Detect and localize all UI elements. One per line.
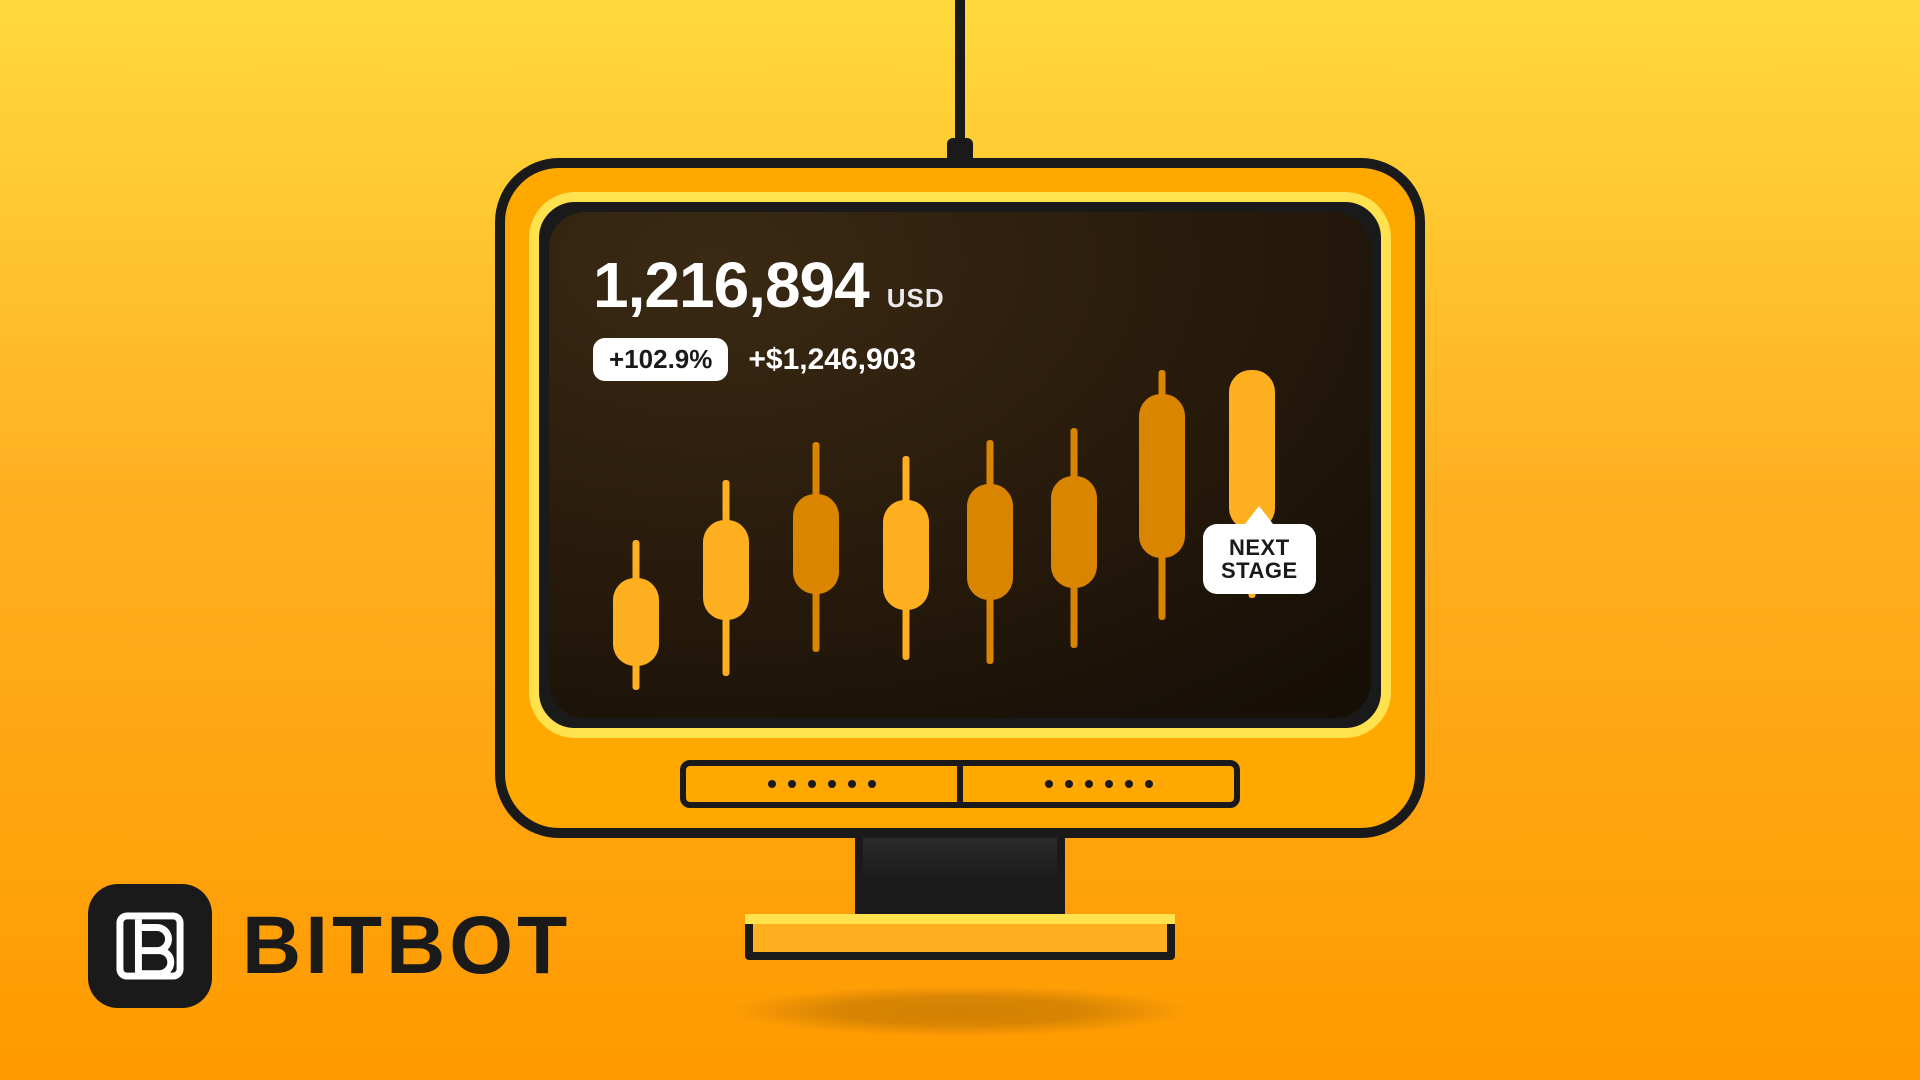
candle-body (703, 520, 749, 620)
candle-body (793, 494, 839, 594)
candle (967, 370, 1013, 690)
candle-body (613, 578, 659, 666)
monitor-casing: 1,216,894 USD +102.9% +$1,246,903 NEXTST… (495, 158, 1425, 838)
bitbot-glyph-icon (113, 909, 187, 983)
brand-name: BITBOT (242, 899, 571, 993)
candle (1051, 370, 1097, 690)
currency-label: USD (887, 283, 945, 314)
candle (793, 370, 839, 690)
screen: 1,216,894 USD +102.9% +$1,246,903 NEXTST… (549, 212, 1371, 718)
candle-body (883, 500, 929, 610)
amount-row: 1,216,894 USD (593, 248, 1327, 322)
monitor: 1,216,894 USD +102.9% +$1,246,903 NEXTST… (495, 158, 1425, 838)
bubble-arrow-icon (1245, 506, 1273, 524)
brand-logo-icon (88, 884, 212, 1008)
amount-value: 1,216,894 (593, 248, 869, 322)
speaker-bar (680, 760, 1240, 808)
speaker-dot (768, 780, 776, 788)
candle (883, 370, 929, 690)
brand: BITBOT (88, 884, 571, 1008)
speaker-dot (1125, 780, 1133, 788)
candle (1139, 370, 1185, 690)
monitor-base (745, 916, 1175, 960)
speaker-dot (1105, 780, 1113, 788)
infographic-stage: 1,216,894 USD +102.9% +$1,246,903 NEXTST… (0, 0, 1920, 1080)
speaker-dot (1085, 780, 1093, 788)
speaker-dot (1065, 780, 1073, 788)
speaker-dot (1145, 780, 1153, 788)
speaker-right (963, 766, 1234, 802)
next-stage-bubble: NEXTSTAGE (1203, 524, 1316, 594)
monitor-bezel: 1,216,894 USD +102.9% +$1,246,903 NEXTST… (529, 192, 1391, 738)
candle (703, 370, 749, 690)
monitor-shadow (640, 976, 1280, 1046)
speaker-dot (808, 780, 816, 788)
bubble-line-1: NEXT (1221, 536, 1298, 559)
speaker-dot (868, 780, 876, 788)
speaker-dot (828, 780, 836, 788)
candlestick-chart: NEXTSTAGE (593, 370, 1327, 690)
bubble-line-2: STAGE (1221, 559, 1298, 582)
antenna (955, 0, 965, 152)
candle-body (1051, 476, 1097, 588)
monitor-stand (855, 838, 1065, 924)
speaker-dot (788, 780, 796, 788)
candle-body (967, 484, 1013, 600)
speaker-dot (1045, 780, 1053, 788)
speaker-dot (848, 780, 856, 788)
candle-body (1139, 394, 1185, 558)
candle (613, 370, 659, 690)
speaker-left (686, 766, 957, 802)
